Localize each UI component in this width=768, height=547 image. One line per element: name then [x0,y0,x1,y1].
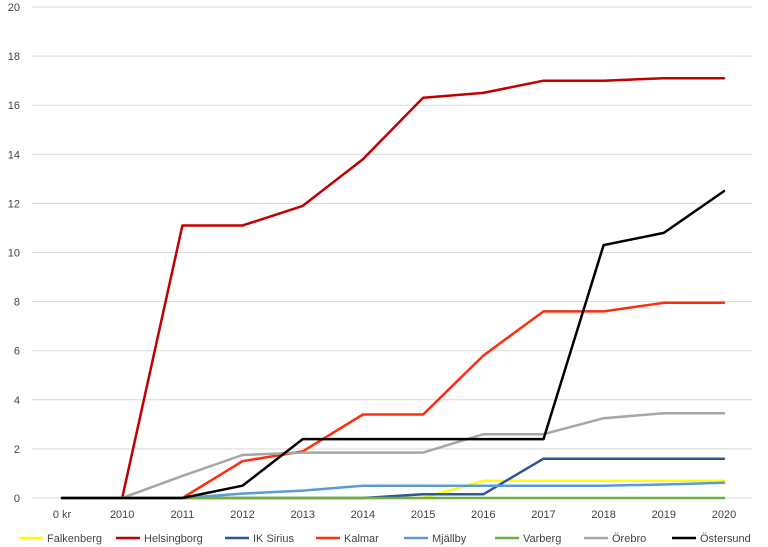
x-tick-label: 2017 [531,509,555,521]
legend-label: Mjällby [432,533,467,545]
x-tick-label: 2014 [351,509,375,521]
y-axis-ticks: 0 2 4 6 8 10 12 14 16 18 20 [8,2,20,505]
x-tick-label: 2012 [230,509,254,521]
x-tick-label: 2015 [411,509,435,521]
legend-label: Falkenberg [47,533,102,545]
y-tick-label: 18 [8,51,20,63]
y-tick-label: 10 [8,248,20,260]
legend-label: Varberg [523,533,561,545]
series-line-ik-sirius [60,457,726,500]
x-tick-label: 2013 [290,509,314,521]
y-tick-label: 2 [14,444,20,456]
y-tick-label: 8 [14,297,20,309]
series-line-helsingborg [60,76,726,500]
series-line-östersund [60,189,726,500]
y-tick-label: 12 [8,198,20,210]
gridlines [32,6,752,499]
legend-label: Örebro [612,533,646,545]
x-tick-label: 2018 [591,509,615,521]
x-tick-label: 2016 [471,509,495,521]
legend-label: Kalmar [344,533,379,545]
x-tick-label: 2020 [712,509,736,521]
series-lines [60,76,726,500]
series-line-örebro [60,412,726,500]
x-tick-label: 2019 [652,509,676,521]
y-tick-label: 14 [8,149,20,161]
legend-label: IK Sirius [253,533,294,545]
y-tick-label: 4 [14,395,20,407]
y-tick-label: 20 [8,2,20,14]
series-line-kalmar [60,301,726,500]
y-tick-label: 16 [8,100,20,112]
x-axis-ticks: 0 kr 2010 2011 2012 2013 2014 2015 2016 2017 2018… [53,509,736,521]
legend: Falkenberg Helsingborg IK Sirius Kalmar Mjäl… [19,533,751,545]
legend-label: Helsingborg [144,533,203,545]
x-tick-label: 2010 [110,509,134,521]
y-tick-label: 0 [14,493,20,505]
legend-label: Östersund [700,533,751,545]
y-tick-label: 6 [14,346,20,358]
x-tick-label: 0 kr [53,509,72,521]
x-tick-label: 2011 [171,509,195,521]
